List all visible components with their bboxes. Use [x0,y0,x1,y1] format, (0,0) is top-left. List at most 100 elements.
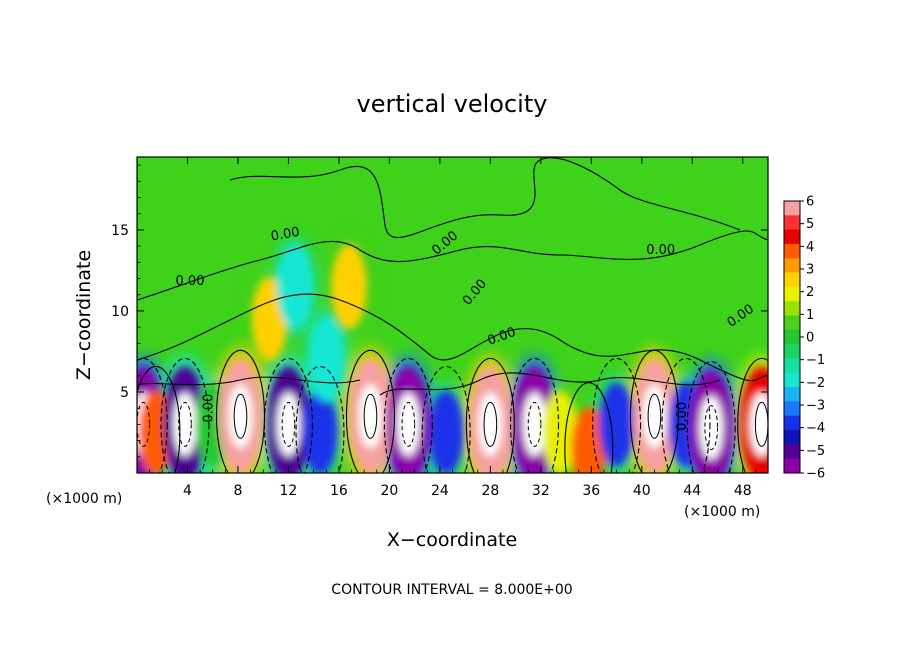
cell-contour [629,349,679,473]
velocity-cell [428,390,464,473]
x-tick-label: 28 [481,483,499,499]
colorbar-swatch [784,458,800,474]
velocity-cell-core [173,392,197,457]
colorbar-swatch [784,387,800,402]
colorbar-swatch [784,215,800,231]
x-tick-label: 36 [582,483,600,499]
colorbar-swatch [784,401,800,417]
colorbar-swatch [784,243,800,259]
zero-contour [229,157,741,238]
velocity-cell-core [396,392,421,457]
velocity-cell-core [358,384,383,449]
colorbar-swatch [784,229,800,245]
velocity-cell [302,390,338,473]
cell-contour [737,357,768,473]
cell-contour [160,357,210,473]
x-tick-label: 40 [633,483,651,499]
cell-inner-contour [401,401,416,447]
velocity-cell-core [522,392,547,457]
x-unit-label-left: (×1000 m) [46,491,122,507]
x-axis: 4 8 12 16 20 24 28 32 36 40 44 48 [149,157,756,499]
cell-contour [564,382,614,473]
colorbar-swatch [784,444,800,460]
x-tick-label: 16 [330,483,348,499]
cell-contour [295,365,345,473]
y-axis-title: Z−coordinate [73,250,95,380]
colorbar-swatch [784,258,800,274]
velocity-cell-core [478,392,503,457]
colorbar-tick-label: −6 [806,467,825,482]
colorbar-swatch [784,344,800,359]
x-tick-label: 8 [233,483,242,499]
colorbar-swatch [784,430,800,445]
y-axis: 5 10 15 [111,164,768,458]
velocity-cell [331,244,367,329]
colorbar-tick-label: 1 [806,308,814,323]
colorbar-tick-label: 4 [806,240,814,255]
colorbar-swatch [784,372,800,388]
cell-inner-contour [233,393,248,439]
colorbar-swatch [784,358,800,374]
x-tick-label: 32 [532,483,550,499]
zero-contour [137,376,361,386]
velocity-cell-core [642,384,667,449]
velocity-cell [277,244,313,329]
cell-contour [421,365,471,473]
cell-contour [345,349,395,473]
y-tick-label: 5 [120,385,129,401]
contour-lines [137,157,768,473]
x-tick-label: 12 [280,483,298,499]
colorbar-swatch [784,286,800,302]
cell-contour [592,357,642,473]
cell-contour [137,365,181,473]
cell-contour [686,361,736,473]
x-axis-title: X−coordinate [387,529,517,551]
velocity-cell-core [276,392,301,457]
cell-inner-contour [178,401,192,447]
cell-inner-contour [647,393,662,439]
x-tick-label: 44 [683,483,701,499]
colorbar-swatch [784,301,800,317]
velocity-cell-core [228,384,253,449]
zero-contour [137,230,768,301]
cell-contour [137,357,168,473]
colorbar-tick-label: 3 [806,263,814,278]
x-tick-label: 4 [183,483,192,499]
colorbar: 6 5 4 3 2 1 0 −1 −2 −3 −4 −5 −6 [783,195,825,482]
colorbar-tick-label: −3 [806,399,825,414]
x-tick-label: 48 [734,483,752,499]
y-tick-label: 15 [111,223,129,239]
contour-label: 0.00 [176,274,205,289]
contour-interval-note: CONTOUR INTERVAL = 8.000E+00 [331,582,572,598]
colorbar-tick-label: −5 [806,444,825,459]
cell-contour [465,357,515,473]
colorbar-swatch [784,201,800,216]
contour-label: 0.00 [646,243,675,258]
x-tick-label: 20 [380,483,398,499]
colorbar-tick-label: 2 [806,285,814,300]
velocity-field [137,236,768,473]
colorbar-tick-label: −1 [806,353,825,368]
velocity-cell [571,406,607,473]
velocity-cell [308,317,344,402]
colorbar-swatch [784,315,800,331]
colorbar-swatch [784,272,800,288]
zero-contour [379,372,721,396]
velocity-cell [598,382,635,467]
velocity-cell-core [749,392,768,457]
colorbar-tick-label: −2 [806,376,825,391]
cell-contour [383,357,433,473]
cell-contour [263,357,313,473]
colorbar-swatch [784,415,800,431]
cell-inner-contour [754,401,768,447]
cell-contour [215,349,266,473]
colorbar-tick-label: −4 [806,421,825,436]
plot-area: 0.000.00 0.000.000.000.000.000.00 0.00 [136,156,769,474]
x-tick-label: 24 [431,483,449,499]
cell-inner-contour [363,393,378,439]
velocity-cell-core [699,395,724,460]
cell-contour [510,357,560,473]
y-tick-label: 10 [111,304,129,320]
cell-inner-contour [704,405,719,451]
